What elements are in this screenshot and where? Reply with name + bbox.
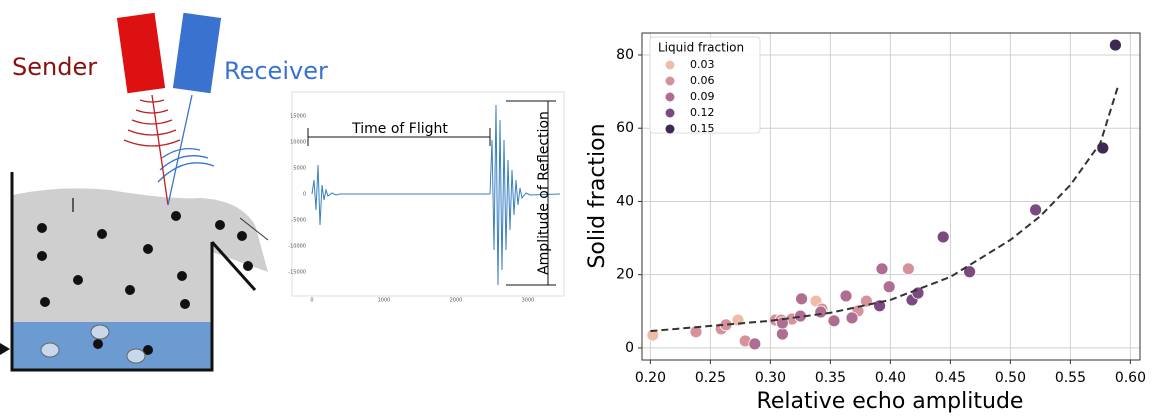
- waveform-y-tick: -15000: [288, 270, 306, 276]
- x-tick-label: 0.50: [995, 370, 1026, 386]
- vessel: [10, 172, 214, 372]
- data-point: [911, 286, 925, 300]
- waveform-x-tick: 0: [310, 298, 313, 304]
- waveform-x-tick: 1000: [378, 298, 391, 304]
- waveform: [311, 164, 490, 226]
- x-axis-label: Relative echo amplitude: [757, 389, 1024, 414]
- legend-label: 0.12: [690, 106, 715, 119]
- x-tick-label: 0.35: [815, 370, 846, 386]
- data-point: [776, 316, 789, 330]
- x-tick-label: 0.20: [635, 370, 666, 386]
- x-tick-label: 0.60: [1115, 370, 1146, 386]
- waveform-y-tick: -10000: [288, 244, 306, 250]
- received-waves: [157, 147, 215, 183]
- data-point: [875, 262, 889, 276]
- scatter-chart: Relative echo amplitude Solid fraction 0…: [585, 32, 1146, 414]
- legend-box: [649, 36, 761, 134]
- data-point: [882, 280, 896, 294]
- process-diagram: Sender Receiver: [0, 12, 328, 372]
- amp-label: Amplitude of Reflection: [536, 111, 552, 275]
- data-point: [646, 328, 660, 342]
- waveform-y-tick: 10000: [290, 140, 306, 146]
- sender-label: Sender: [12, 53, 97, 81]
- y-tick-label: 20: [616, 267, 634, 283]
- legend-marker: [665, 108, 675, 118]
- y-tick-label: 40: [616, 193, 634, 209]
- sender-probe: [116, 12, 166, 94]
- data-point: [963, 265, 976, 279]
- waveform-y-tick: 5000: [293, 166, 306, 172]
- waveform-x-tick: 2000: [450, 298, 463, 304]
- legend-marker: [665, 124, 675, 134]
- data-point: [827, 314, 841, 328]
- x-tick-label: 0.45: [935, 370, 966, 386]
- legend-label: 0.03: [690, 58, 715, 71]
- waveform-y-tick: 15000: [290, 114, 306, 120]
- legend-label: 0.09: [690, 90, 715, 103]
- data-point: [814, 305, 828, 319]
- waveform: [489, 104, 561, 286]
- waveform-inset: Time of Flight Amplitude of Reflection 0…: [288, 91, 565, 304]
- data-point: [689, 325, 703, 339]
- x-tick-label: 0.25: [695, 370, 726, 386]
- waveform-y-tick: -5000: [291, 218, 306, 224]
- flow-arrow: [239, 217, 269, 241]
- x-tick-label: 0.55: [1055, 370, 1086, 386]
- sent-ray: [151, 94, 169, 206]
- y-tick-label: 60: [616, 120, 634, 136]
- particles: [37, 211, 253, 355]
- waveform-y-tick: 0: [303, 192, 306, 198]
- data-point: [748, 337, 762, 351]
- legend-marker: [665, 76, 675, 86]
- data-point: [1109, 38, 1122, 52]
- receiver-label: Receiver: [224, 57, 328, 85]
- legend-marker: [665, 92, 675, 102]
- solid-layer: [12, 188, 268, 322]
- sent-waves: [123, 99, 181, 147]
- spout: [210, 240, 257, 292]
- data-point: [839, 289, 853, 303]
- data-point: [1029, 203, 1042, 217]
- legend-label: 0.15: [690, 122, 715, 135]
- received-ray: [167, 94, 193, 206]
- waveform-x-tick: 3000: [522, 298, 535, 304]
- data-point: [795, 292, 808, 306]
- x-tick-label: 0.40: [875, 370, 906, 386]
- data-point: [936, 230, 950, 244]
- y-tick-label: 0: [625, 340, 634, 356]
- receiver-probe: [172, 12, 222, 94]
- data-point: [845, 311, 859, 325]
- legend-title: Liquid fraction: [658, 41, 744, 55]
- data-point: [873, 299, 886, 313]
- bubbles: [40, 324, 146, 364]
- data-point: [902, 262, 915, 276]
- inlet-arrow: [0, 343, 10, 355]
- legend-label: 0.06: [690, 74, 715, 87]
- fit-curve: [650, 84, 1120, 333]
- data-point: [776, 327, 789, 341]
- plot-area: [641, 32, 1141, 361]
- y-axis-label: Solid fraction: [585, 123, 610, 268]
- x-tick-label: 0.30: [755, 370, 786, 386]
- tof-label: Time of Flight: [351, 121, 448, 137]
- y-tick-label: 80: [616, 47, 634, 63]
- legend-marker: [665, 60, 675, 70]
